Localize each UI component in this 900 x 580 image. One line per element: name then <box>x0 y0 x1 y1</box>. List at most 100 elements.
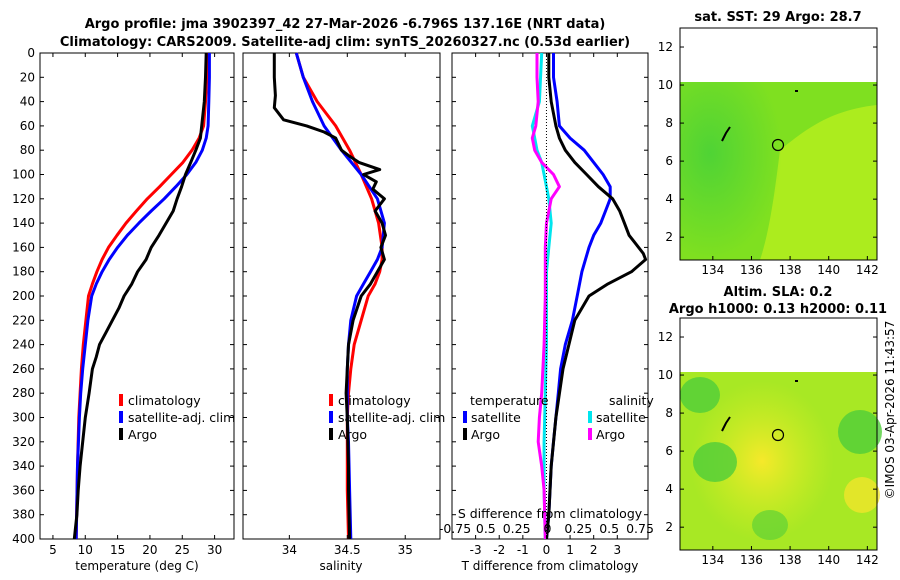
map-x-tick-label: 136 <box>740 553 763 567</box>
s-axis-tick-label: 0.75 <box>626 521 654 536</box>
sla-map-axes <box>679 317 878 551</box>
legend-argo-label: Argo <box>338 427 367 442</box>
x-tick-label: 3 <box>613 543 621 557</box>
depth-tick-label: 120 <box>12 192 35 206</box>
sst-map-coastline <box>721 126 731 142</box>
sla-map-title-line-2: Argo h1000: 0.13 h2000: 0.11 <box>669 302 887 317</box>
x-tick-label: -2 <box>493 543 505 557</box>
salinity-series <box>272 52 387 540</box>
salinity-xlabel: salinity <box>319 559 362 573</box>
legend-sal-argo-label: Argo <box>596 427 625 442</box>
sla-map-high-region <box>844 477 880 513</box>
map-x-tick-label: 140 <box>817 263 840 277</box>
x-tick-label: 34.5 <box>334 543 361 557</box>
title-line-2: Climatology: CARS2009. Satellite-adj cli… <box>60 35 630 50</box>
depth-tick-label: 240 <box>12 338 35 352</box>
sst-map-axes <box>679 27 878 261</box>
x-tick-label: 15 <box>110 543 125 557</box>
map-axis-ticks: 134 136 138 140 142 2 4 6 8 10 12 134 136 138 140 142 2 4… <box>658 40 879 567</box>
x-tick-label: 35 <box>398 543 413 557</box>
map-x-tick-label: 136 <box>740 263 763 277</box>
sla-float-marker <box>771 428 785 442</box>
sla-map-low-region <box>693 442 737 482</box>
depth-tick-label: 60 <box>20 119 35 133</box>
series-line-satellite-adj-clim <box>74 53 211 540</box>
map-y-tick-label: 2 <box>665 230 673 244</box>
sst-float-marker <box>771 138 785 152</box>
sst-map-title: sat. SST: 29 Argo: 28.7 <box>694 10 861 25</box>
temperature-legend: climatology satellite-adj. clim Argo <box>119 393 235 442</box>
s-axis-tick-label: 0.25 <box>503 521 531 536</box>
map-y-tick-label: 12 <box>658 330 673 344</box>
x-tick-label: -3 <box>470 543 482 557</box>
depth-tick-label: 20 <box>20 70 35 84</box>
depth-tick-label: 280 <box>12 386 35 400</box>
map-x-tick-label: 134 <box>701 553 724 567</box>
x-tick-label: 2 <box>590 543 598 557</box>
series-line-temperature-argo <box>545 53 648 540</box>
s-axis-title: S difference from climatology <box>458 506 643 521</box>
map-x-tick-label: 142 <box>856 553 879 567</box>
map-y-tick-label: 8 <box>665 406 673 420</box>
depth-tick-label: 380 <box>12 508 35 522</box>
legend-satellite-label: satellite-adj. clim <box>338 410 445 425</box>
map-y-tick-label: 12 <box>658 40 673 54</box>
map-y-tick-label: 10 <box>658 78 673 92</box>
sst-map-details <box>721 90 798 152</box>
map-y-tick-label: 10 <box>658 368 673 382</box>
depth-tick-label: 80 <box>20 143 35 157</box>
difference-legend: temperature salinity satellite Argo sate… <box>439 393 655 536</box>
difference-xlabel: T difference from climatology <box>461 559 639 573</box>
depth-tick-label: 360 <box>12 483 35 497</box>
x-tick-label: 34 <box>282 543 297 557</box>
x-tick-label: 5 <box>49 543 57 557</box>
sst-map-coastline <box>795 90 798 92</box>
map-x-tick-label: 138 <box>779 263 802 277</box>
x-axis-ticks: 5 10 15 20 25 30 34 34.5 35 -3 -2 -1 0 1 2 3 <box>49 53 621 557</box>
sst-map-cool-region <box>680 82 800 260</box>
series-line-salinity-argo <box>530 53 561 540</box>
x-tick-label: 25 <box>175 543 190 557</box>
depth-tick-label: 40 <box>20 95 35 109</box>
s-axis-tick-label: -0.75 <box>439 521 471 536</box>
legend-temp-argo-label: Argo <box>471 427 500 442</box>
map-y-tick-label: 4 <box>665 192 673 206</box>
depth-axis: 0 20 40 60 80 100 120 140 160 180 200 220 240 260 280 3… <box>12 46 648 546</box>
depth-tick-label: 140 <box>12 216 35 230</box>
sla-map-coastline <box>721 416 731 432</box>
sla-map-low-region <box>838 410 882 454</box>
legend-climatology-label: climatology <box>128 393 201 408</box>
map-y-tick-label: 6 <box>665 444 673 458</box>
s-axis-ticks: -0.75 0.5 0.25 0 0.25 0.5 0.75 <box>439 521 654 536</box>
x-tick-label: 1 <box>566 543 574 557</box>
series-line-argo <box>72 52 208 540</box>
depth-tick-label: 260 <box>12 362 35 376</box>
series-line-argo <box>272 53 387 540</box>
series-line-climatology <box>74 52 209 540</box>
salinity-legend: climatology satellite-adj. clim Argo <box>329 393 445 442</box>
sst-map-panel <box>680 82 877 260</box>
depth-tick-label: 220 <box>12 313 35 327</box>
x-tick-label: 0 <box>543 543 551 557</box>
legend-temperature-header: temperature <box>470 393 549 408</box>
depth-tick-label: 320 <box>12 435 35 449</box>
x-tick-label: 30 <box>207 543 222 557</box>
map-y-tick-label: 6 <box>665 154 673 168</box>
depth-tick-label: 100 <box>12 168 35 182</box>
map-x-tick-label: 140 <box>817 553 840 567</box>
legend-sal-satellite-label: satellite <box>596 410 646 425</box>
depth-tick-label: 200 <box>12 289 35 303</box>
s-axis-tick-label: 0.5 <box>599 521 619 536</box>
legend-satellite-label: satellite-adj. clim <box>128 410 235 425</box>
map-x-tick-label: 138 <box>779 553 802 567</box>
sla-map-title-line-1: Altim. SLA: 0.2 <box>724 285 833 300</box>
sla-map-low-region <box>752 510 788 540</box>
sla-map-low-region <box>680 377 720 413</box>
title-line-1: Argo profile: jma 3902397_42 27-Mar-2026… <box>85 17 606 32</box>
salinity-axes <box>242 52 441 540</box>
depth-tick-label: 0 <box>27 46 35 60</box>
s-axis-tick-label: 0.25 <box>564 521 592 536</box>
temperature-series <box>72 52 211 540</box>
legend-salinity-header: salinity <box>609 393 654 408</box>
